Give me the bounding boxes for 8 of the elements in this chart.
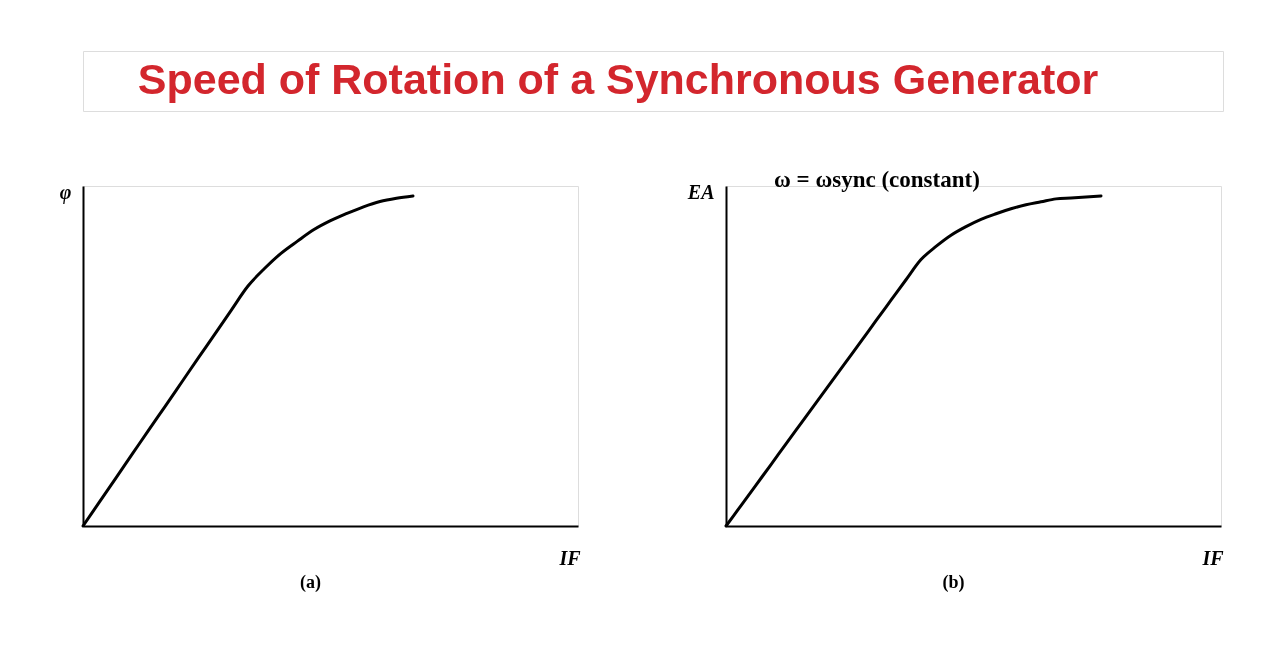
text: (b) xyxy=(942,572,965,593)
x-axis-title: IF xyxy=(1201,546,1225,569)
x-axis-title: IF xyxy=(558,546,582,569)
text: (a) xyxy=(300,572,321,593)
text: ω = ωsync (constant) xyxy=(774,167,980,192)
y-axis-title: EA xyxy=(686,180,715,203)
text: Speed of Rotation of a Synchronous Generator xyxy=(137,55,1099,103)
y-axis-title: φ xyxy=(59,180,72,204)
